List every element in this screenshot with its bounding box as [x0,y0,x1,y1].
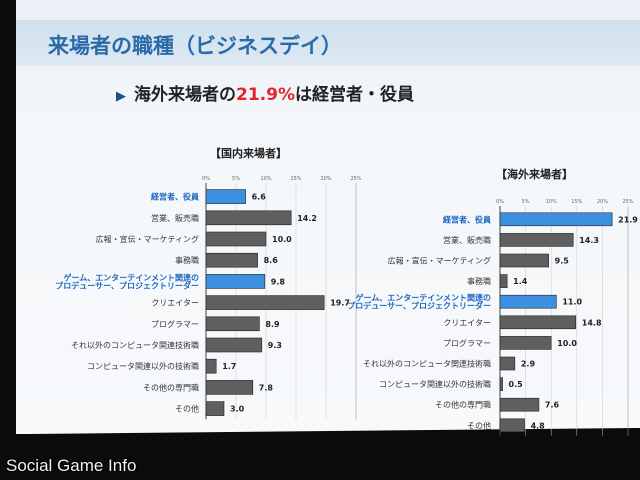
headline-prefix: 海外来場者の [134,85,236,105]
overseas-bar [499,397,540,412]
overseas-category-label: プログラマー [443,338,491,348]
overseas-chart-title: 【海外来場者】 [496,168,573,181]
overseas-bar [499,356,516,371]
overseas-category-label: 経営者、役員 [443,214,491,224]
headline-highlight: 21.9% [236,85,295,105]
domestic-value-label: 6.6 [252,193,267,202]
domestic-bar [205,401,225,416]
overseas-tick-label: 0% [496,199,504,205]
overseas-chart: 0% 5% 10% 15% 20% 25% 経営者、役員 21.9 営業、販売職 14.3 広報・宣… [347,199,638,436]
triangle-right-icon: ▶ [116,89,126,104]
overseas-value-label: 10.0 [557,339,577,348]
domestic-category-label: 経営者、役員 [151,192,199,202]
overseas-value-label: 9.5 [555,257,570,266]
domestic-tick-label: 20% [320,176,331,182]
domestic-value-label: 7.8 [259,383,274,392]
domestic-chart-title: 【国内来場者】 [210,147,287,160]
domestic-bar [205,316,260,332]
domestic-bar [205,189,246,204]
overseas-category-label: 事務職 [467,276,491,286]
overseas-value-label: 14.3 [579,236,599,245]
domestic-category-label: プログラマー [151,319,199,329]
domestic-tick-label: 25% [350,176,361,182]
domestic-value-label: 9.3 [268,341,282,350]
domestic-category-label: クリエイター [151,299,199,308]
domestic-tick-label: 15% [290,176,301,182]
overseas-value-label: 7.6 [545,401,560,410]
domestic-category-label: その他の専門職 [143,382,199,392]
domestic-bar [205,358,217,374]
overseas-value-label: 14.8 [582,318,602,327]
overseas-value-label: 21.9 [618,215,638,224]
domestic-bar [205,252,258,268]
overseas-bar [499,315,577,330]
domestic-value-label: 8.6 [264,256,279,265]
domestic-value-label: 1.7 [222,362,236,371]
slide-title: 来場者の職種（ビジネスデイ） [48,34,342,58]
domestic-category-label: ゲーム、エンターテインメント関連のプロデューサー、プロジェクトリーダー [55,272,199,290]
overseas-bar [499,274,508,288]
domestic-bar [205,380,254,395]
domestic-value-label: 3.0 [230,405,245,414]
domestic-value-label: 8.9 [265,320,280,329]
domestic-bar [205,337,263,353]
domestic-category-label: 営業、販売職 [151,213,199,223]
domestic-bar [205,231,267,247]
domestic-tick-label: 0% [202,176,210,182]
overseas-category-label: クリエイター [443,318,491,327]
domestic-category-label: 広報・宣伝・マーケティング [96,234,199,244]
overseas-tick-label: 10% [546,199,557,205]
domestic-value-label: 10.0 [272,235,292,244]
overseas-bar [499,253,549,268]
overseas-tick-label: 20% [597,199,608,205]
overseas-bar [499,212,613,227]
watermark: Social Game Info [6,456,137,475]
domestic-category-label: それ以外のコンピュータ関連技術職 [71,340,199,350]
overseas-bar [499,418,525,433]
domestic-tick-label: 5% [232,176,240,182]
domestic-value-label: 19.7 [330,299,350,308]
overseas-category-label: その他 [467,420,491,430]
domestic-chart: 0% 5% 10% 15% 20% 25% 経営者、役員 6.6 営業、販売職 14.2 広報・宣伝… [55,176,362,420]
domestic-bar [205,295,325,310]
domestic-bar [205,210,292,226]
overseas-bar [499,336,552,350]
overseas-tick-label: 15% [571,199,582,205]
overseas-tick-label: 25% [622,199,633,205]
overseas-category-label: それ以外のコンピュータ関連技術職 [363,359,491,369]
domestic-category-label: その他 [175,404,199,414]
overseas-value-label: 4.8 [531,421,546,430]
domestic-bar [205,274,266,289]
domestic-value-label: 9.8 [271,277,286,286]
overseas-category-label: ゲーム、エンターテインメント関連のプロデューサー、プロジェクトリーダー [347,293,491,311]
overseas-bar [499,294,557,309]
overseas-bar [499,377,503,391]
overseas-value-label: 1.4 [513,277,528,286]
overseas-value-label: 11.0 [562,298,582,307]
domestic-tick-label: 10% [260,176,271,182]
domestic-category-label: 事務職 [175,255,199,265]
overseas-category-label: その他の専門職 [435,400,491,410]
overseas-category-label: 広報・宣伝・マーケティング [388,256,491,266]
domestic-value-label: 14.2 [297,214,317,223]
headline-suffix: は経営者・役員 [294,85,414,105]
overseas-value-label: 0.5 [509,380,524,389]
overseas-category-label: コンピュータ関連以外の技術職 [379,379,491,389]
overseas-tick-label: 5% [522,199,530,205]
headline: ▶ 海外来場者の21.9%は経営者・役員 [116,80,414,105]
title-bar [16,20,640,66]
domestic-category-label: コンピュータ関連以外の技術職 [87,361,199,371]
overseas-bar [499,233,574,247]
overseas-category-label: 営業、販売職 [443,235,491,245]
overseas-value-label: 2.9 [521,360,536,369]
